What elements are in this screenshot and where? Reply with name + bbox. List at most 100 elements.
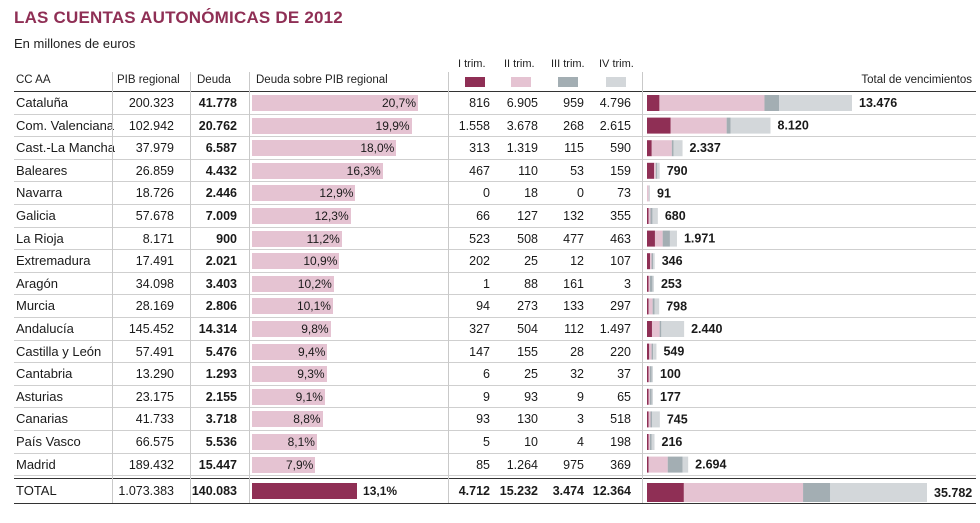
header-pib: PIB regional bbox=[117, 74, 180, 86]
row-2-venc-seg-q3 bbox=[671, 140, 674, 157]
row-7-venc-total: 346 bbox=[662, 254, 683, 268]
row-3-venc-seg-q1 bbox=[647, 162, 655, 179]
row-13-pct-bar bbox=[252, 388, 325, 405]
row-13-q3: 9 bbox=[577, 389, 584, 404]
row-16-q2: 1.264 bbox=[506, 457, 538, 472]
row-1-name: Com. Valenciana bbox=[16, 117, 115, 133]
row-2-venc-seg-q4 bbox=[673, 140, 683, 157]
legend-label-q2: II trim. bbox=[504, 58, 535, 70]
row-3-q1: 467 bbox=[469, 163, 490, 178]
row-16-venc-seg-q1 bbox=[647, 456, 649, 473]
row-16-q3: 975 bbox=[563, 457, 584, 472]
row-7-q4: 107 bbox=[610, 254, 631, 269]
row-2-venc-total: 2.337 bbox=[690, 141, 721, 155]
row-10-q2: 504 bbox=[517, 322, 538, 336]
row-5-venc-seg-q3 bbox=[650, 208, 653, 224]
row-12-q3: 32 bbox=[570, 367, 584, 382]
row-15-q1: 5 bbox=[483, 435, 490, 449]
row-14-venc-seg-q3 bbox=[650, 411, 652, 428]
row-6-q4: 463 bbox=[610, 231, 631, 246]
total-row-venc-seg-q2 bbox=[683, 483, 804, 502]
row-5-venc-seg-q2 bbox=[648, 208, 651, 224]
row-12-venc-seg-q4 bbox=[651, 366, 653, 383]
row-13-pib: 23.175 bbox=[135, 389, 174, 404]
row-14-pct-bar bbox=[252, 411, 323, 428]
row-5-venc-seg-q4 bbox=[652, 208, 658, 224]
row-8-pct-bar bbox=[252, 275, 334, 292]
total-row-name: TOTAL bbox=[16, 483, 57, 498]
row-0-q3: 959 bbox=[563, 96, 584, 110]
row-13-deuda: 2.155 bbox=[205, 389, 237, 404]
row-15-deuda: 5.536 bbox=[205, 435, 237, 449]
chart-subtitle: En millones de euros bbox=[14, 36, 136, 51]
row-1-pib: 102.942 bbox=[128, 118, 174, 133]
legend-swatch-q4 bbox=[606, 77, 626, 87]
row-2-q2: 1.319 bbox=[506, 141, 538, 156]
row-4-name: Navarra bbox=[16, 185, 63, 201]
total-separator bbox=[14, 478, 976, 479]
row-separator bbox=[14, 340, 976, 341]
row-separator bbox=[14, 181, 976, 182]
row-1-q2: 3.678 bbox=[506, 118, 538, 133]
row-3-venc-seg-q2 bbox=[654, 162, 656, 179]
row-14-deuda: 3.718 bbox=[205, 412, 237, 427]
row-16-name: Madrid bbox=[16, 456, 56, 472]
row-13-venc-total: 177 bbox=[660, 390, 681, 404]
row-2-q3: 115 bbox=[564, 141, 584, 156]
row-0-venc-seg-q1 bbox=[647, 95, 660, 111]
row-11-venc-seg-q3 bbox=[651, 343, 654, 360]
row-8-venc-seg-q1 bbox=[647, 275, 649, 292]
row-9-venc-seg-q4 bbox=[654, 298, 660, 315]
row-16-pct-label: 7,9% bbox=[285, 457, 314, 472]
row-4-pib: 18.726 bbox=[135, 186, 174, 201]
row-6-venc-total: 1.971 bbox=[684, 232, 715, 246]
row-12-pib: 13.290 bbox=[135, 367, 174, 382]
total-row-q1: 4.712 bbox=[458, 484, 490, 498]
row-0-q4: 4.796 bbox=[599, 96, 631, 110]
row-0-q2: 6.905 bbox=[506, 96, 538, 110]
column-separator bbox=[642, 72, 643, 503]
row-16-pib: 189.432 bbox=[128, 457, 174, 472]
row-11-pct-label: 9,4% bbox=[298, 344, 326, 359]
row-8-pib: 34.098 bbox=[135, 276, 174, 291]
row-14-q1: 93 bbox=[476, 412, 490, 427]
total-row-q2: 15.232 bbox=[499, 484, 538, 498]
legend-swatch-q2 bbox=[511, 77, 531, 87]
row-9-deuda: 2.806 bbox=[205, 299, 237, 314]
row-9-q4: 297 bbox=[610, 299, 631, 314]
row-10-venc-seg-q4 bbox=[661, 321, 685, 337]
row-3-q3: 53 bbox=[570, 163, 584, 178]
row-10-q4: 1.497 bbox=[599, 322, 631, 336]
row-14-venc-seg-q4 bbox=[651, 411, 660, 428]
row-2-name: Cast.-La Mancha bbox=[16, 140, 115, 156]
row-8-deuda: 3.403 bbox=[205, 276, 237, 291]
row-6-venc-seg-q3 bbox=[662, 230, 670, 247]
row-separator bbox=[14, 227, 976, 228]
row-0-pct-bar bbox=[252, 95, 418, 111]
row-8-venc-seg-q4 bbox=[652, 275, 654, 292]
row-15-name: País Vasco bbox=[16, 434, 81, 449]
row-16-q4: 369 bbox=[610, 457, 631, 472]
row-3-q4: 159 bbox=[610, 163, 631, 178]
row-14-venc-seg-q2 bbox=[648, 411, 651, 428]
row-separator bbox=[14, 475, 976, 476]
row-11-venc-total: 549 bbox=[663, 345, 684, 359]
row-separator bbox=[14, 204, 976, 205]
row-0-name: Cataluña bbox=[16, 95, 69, 110]
total-row-q3: 3.474 bbox=[552, 484, 584, 498]
row-11-venc-seg-q1 bbox=[647, 343, 650, 360]
row-11-q3: 28 bbox=[570, 344, 584, 359]
row-separator bbox=[14, 114, 976, 115]
row-0-pib: 200.323 bbox=[128, 96, 174, 110]
row-2-venc-seg-q2 bbox=[651, 140, 672, 157]
row-11-q4: 220 bbox=[610, 344, 631, 359]
row-separator bbox=[14, 159, 976, 160]
row-6-pct-bar bbox=[252, 230, 342, 247]
row-13-venc-seg-q3 bbox=[650, 388, 652, 405]
row-15-venc-seg-q3 bbox=[650, 434, 652, 450]
row-13-q4: 65 bbox=[617, 389, 631, 404]
row-6-name: La Rioja bbox=[16, 230, 64, 246]
row-separator bbox=[14, 272, 976, 273]
row-4-venc-total: 91 bbox=[657, 186, 671, 200]
row-5-name: Galicia bbox=[16, 208, 56, 223]
